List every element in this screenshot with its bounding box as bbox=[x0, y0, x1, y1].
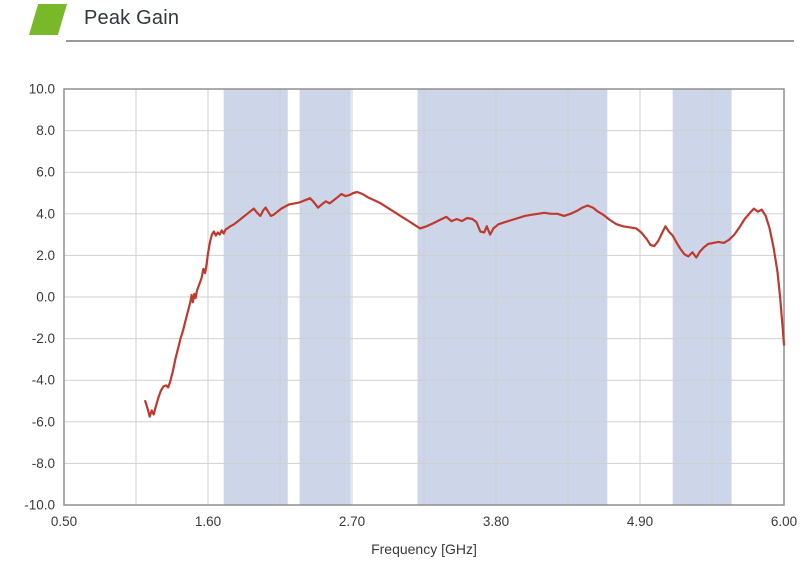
x-axis-title: Frequency [GHz] bbox=[371, 541, 477, 557]
x-axis-tick-label: 0.50 bbox=[51, 514, 77, 529]
plot-border bbox=[63, 88, 785, 506]
x-axis-tick-label: 2.70 bbox=[339, 514, 365, 529]
y-axis-tick-label: -4.0 bbox=[32, 373, 55, 388]
header-divider bbox=[66, 40, 794, 42]
y-axis-tick-label: 8.0 bbox=[36, 123, 55, 138]
header-accent-icon bbox=[29, 4, 67, 35]
chart-title: Peak Gain bbox=[84, 7, 180, 29]
x-axis-tick-label: 4.90 bbox=[627, 514, 653, 529]
x-axis-tick-label: 6.00 bbox=[771, 514, 797, 529]
peak-gain-chart: 10.0 8.0 6.0 4.0 2.0 0.0 -2.0 -4.0 -6.0 -8.0 -10.0… bbox=[24, 82, 797, 558]
y-axis-tick-label: 0.0 bbox=[36, 290, 55, 305]
x-axis-tick-label: 1.60 bbox=[195, 514, 221, 529]
y-axis-tick-label: -8.0 bbox=[32, 456, 55, 471]
chart-header: Peak Gain bbox=[0, 0, 808, 46]
y-axis-tick-label: 2.0 bbox=[36, 248, 55, 263]
y-axis-tick-label: -10.0 bbox=[24, 498, 55, 513]
y-axis-tick-label: 6.0 bbox=[36, 165, 55, 180]
y-axis-tick-label: 10.0 bbox=[29, 82, 55, 97]
y-axis-tick-label: 4.0 bbox=[36, 206, 55, 221]
y-axis-tick-label: -6.0 bbox=[32, 414, 55, 429]
y-axis-tick-label: -2.0 bbox=[32, 331, 55, 346]
x-axis-tick-label: 3.80 bbox=[483, 514, 509, 529]
gain-curve bbox=[144, 190, 786, 418]
